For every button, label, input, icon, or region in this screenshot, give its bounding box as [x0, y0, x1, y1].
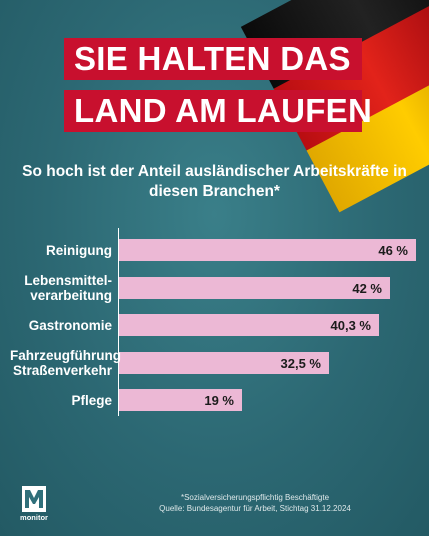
bar-value-label: 32,5 % [280, 355, 321, 371]
bar-2: 40,3 % [119, 314, 379, 336]
bar-1: 42 % [119, 277, 390, 299]
headline-line-2: LAND AM LAUFEN [64, 90, 372, 132]
bar-value-label: 46 % [378, 242, 408, 258]
monitor-logo: monitor [18, 486, 50, 522]
category-label: Lebensmittel- verarbeitung [24, 273, 112, 303]
category-label: Reinigung [46, 242, 112, 258]
bar-4: 19 % [119, 389, 242, 411]
monitor-m-logo-icon [22, 486, 46, 512]
headline-line-1: SIE HALTEN DAS [64, 38, 362, 80]
footnote-source: Quelle: Bundesagentur für Arbeit, Sticht… [159, 504, 351, 513]
bar-3: 32,5 % [119, 352, 329, 374]
category-label: Gastronomie [28, 317, 112, 333]
bar-value-label: 40,3 % [330, 317, 371, 333]
logo-text: monitor [20, 513, 48, 522]
bar-value-label: 42 % [352, 280, 382, 296]
category-label: Pflege [71, 392, 112, 408]
footnote-line-1: *Sozialversicherungspflichtig Beschäftig… [180, 493, 330, 502]
bar-value-label: 19 % [204, 392, 234, 408]
category-label: Fahrzeugführung Straßenverkehr [10, 348, 121, 378]
bar-0: 46 % [119, 239, 416, 261]
y-axis-line [118, 228, 119, 416]
chart-subtitle: So hoch ist der Anteil ausländischer Arb… [22, 163, 407, 200]
footnote: *Sozialversicherungspflichtig Beschäftig… [70, 492, 429, 514]
